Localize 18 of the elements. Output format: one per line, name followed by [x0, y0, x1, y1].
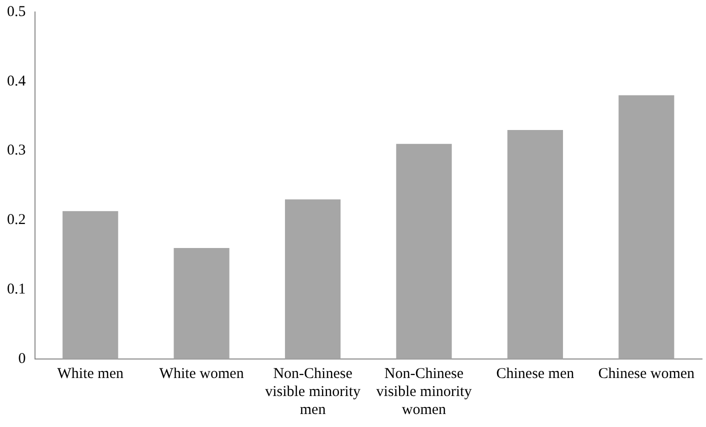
bar: [507, 130, 563, 359]
x-tick-label: Non-Chinese visible minority women: [376, 366, 472, 418]
bar: [62, 211, 118, 359]
y-tick-label: 0.2: [7, 212, 26, 228]
bar: [396, 144, 452, 359]
y-tick-label: 0.1: [7, 282, 26, 298]
y-tick-label: 0: [18, 350, 26, 367]
y-tick-label: 0.5: [7, 4, 26, 20]
bar: [618, 95, 674, 359]
x-tick-label: White men: [57, 366, 124, 382]
bar: [174, 248, 230, 359]
y-tick-label: 0.3: [7, 142, 26, 159]
bar: [284, 199, 341, 359]
x-tick-label: Chinese men: [496, 366, 575, 382]
x-tick-label: Chinese women: [598, 366, 696, 382]
y-tick-label: 0.4: [7, 73, 26, 90]
x-tick-label: Non-Chinese visible minority men: [265, 366, 361, 418]
x-tick-label: White women: [159, 366, 244, 382]
